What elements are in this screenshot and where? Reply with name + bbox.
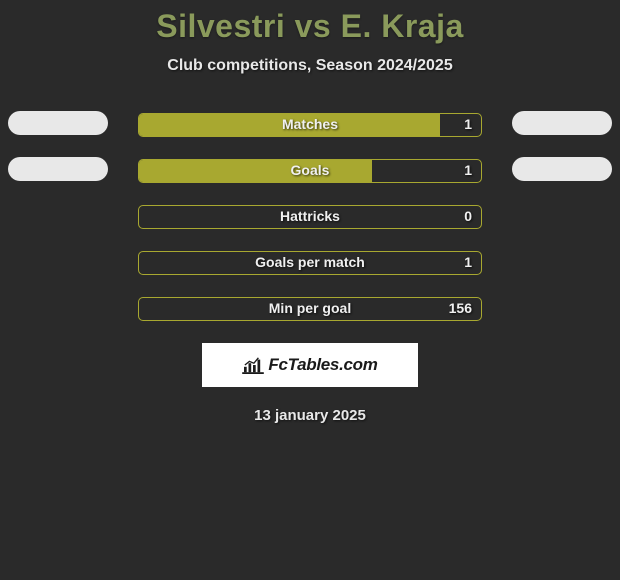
- stat-bar-fill: [139, 160, 372, 182]
- player-right-pill: [512, 157, 612, 181]
- stat-bar: [138, 251, 482, 275]
- stat-row: Matches1: [138, 113, 482, 137]
- date-label: 13 january 2025: [0, 407, 620, 424]
- stat-row: Goals1: [138, 159, 482, 183]
- fctables-logo[interactable]: FcTables.com: [202, 343, 418, 387]
- stat-bar: [138, 297, 482, 321]
- logo-text: FcTables.com: [268, 355, 377, 375]
- stat-row: Hattricks0: [138, 205, 482, 229]
- stat-row: Goals per match1: [138, 251, 482, 275]
- player-left-pill: [8, 111, 108, 135]
- stat-bar-fill: [139, 114, 440, 136]
- comparison-widget: Silvestri vs E. Kraja Club competitions,…: [0, 0, 620, 424]
- stat-row: Min per goal156: [138, 297, 482, 321]
- player-left-pill: [8, 157, 108, 181]
- stat-bar: [138, 205, 482, 229]
- stat-bar: [138, 113, 482, 137]
- stats-area: Matches1 Goals1 Hattricks0 Goals per match1…: [0, 113, 620, 321]
- player-right-pill: [512, 111, 612, 135]
- stat-bar: [138, 159, 482, 183]
- page-title: Silvestri vs E. Kraja: [0, 8, 620, 45]
- subtitle: Club competitions, Season 2024/2025: [0, 57, 620, 75]
- bar-chart-icon: [242, 356, 264, 374]
